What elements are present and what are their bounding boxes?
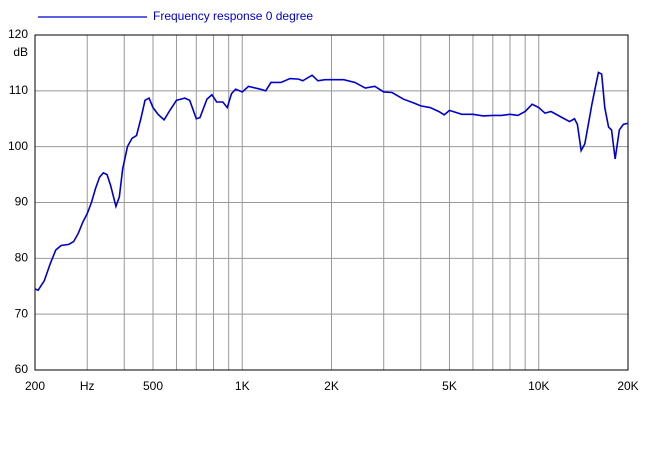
- y-tick-label: 110: [9, 83, 28, 97]
- x-tick-label: 20K: [617, 379, 638, 393]
- y-tick-label: 80: [15, 251, 29, 265]
- y-tick-label: 120: [8, 27, 28, 41]
- x-tick-label: 5K: [442, 379, 457, 393]
- x-tick-label: Hz: [80, 379, 95, 393]
- y-tick-label: 70: [15, 306, 29, 320]
- x-tick-label: 500: [143, 379, 163, 393]
- plot-border: [34, 34, 629, 371]
- x-tick-label: 1K: [235, 379, 250, 393]
- y-unit-label: dB: [13, 45, 28, 59]
- legend-label: Frequency response 0 degree: [153, 9, 313, 23]
- x-tick-label: 2K: [324, 379, 339, 393]
- response-line: [34, 71, 629, 292]
- y-tick-label: 100: [8, 139, 28, 153]
- x-tick-label: 10K: [528, 379, 549, 393]
- y-tick-label: 90: [15, 195, 29, 209]
- y-tick-label: 60: [15, 362, 29, 376]
- x-tick-label: 200: [25, 379, 45, 393]
